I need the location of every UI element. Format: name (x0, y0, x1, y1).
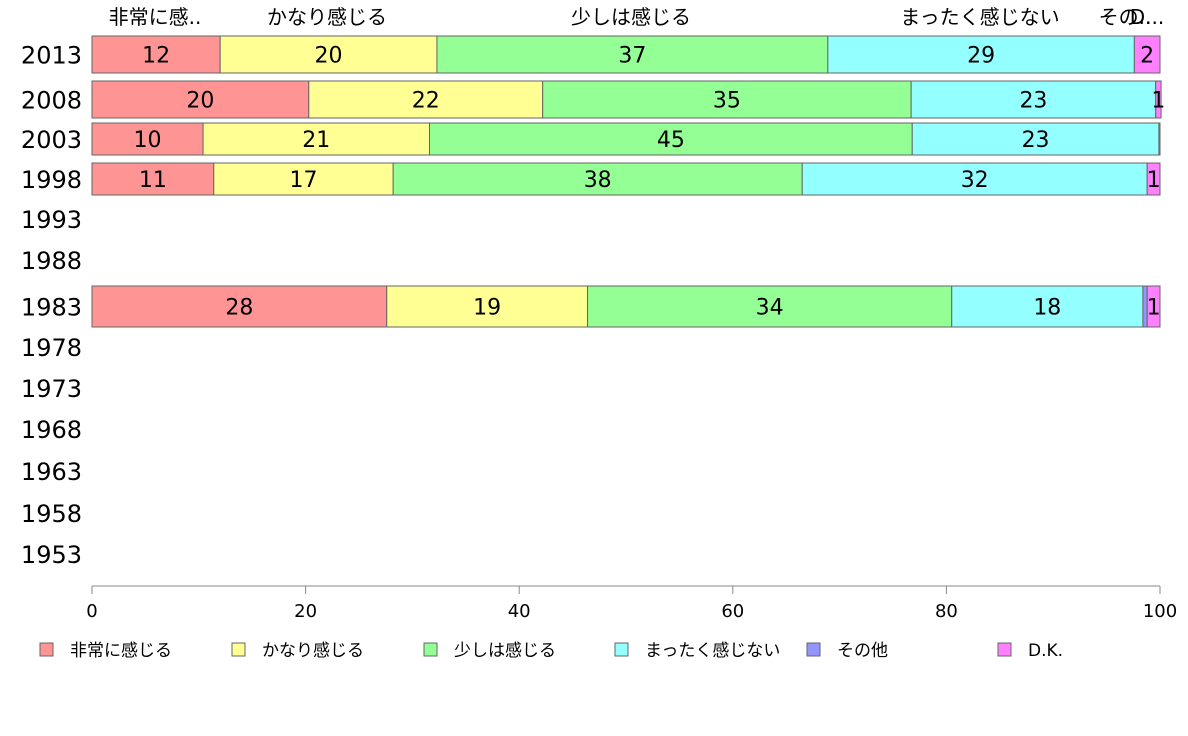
data-label: 37 (618, 44, 646, 69)
year-label: 1993 (21, 206, 82, 234)
legend-swatch (997, 642, 1012, 657)
bar-segment (219, 35, 438, 74)
x-tick-label: 80 (935, 601, 958, 622)
data-label: 21 (302, 128, 330, 153)
bar-segment (91, 80, 310, 119)
x-tick-label: 60 (721, 601, 744, 622)
data-label: 34 (756, 296, 784, 321)
year-label: 1963 (21, 458, 82, 486)
bar-segment (542, 80, 912, 119)
legend-label: D.K. (1028, 641, 1063, 661)
data-label: 20 (186, 89, 214, 114)
data-label: 20 (315, 44, 343, 69)
x-tick-label: 20 (294, 601, 317, 622)
year-label: 1973 (21, 375, 82, 403)
data-label: 1 (1147, 296, 1161, 321)
data-label: 22 (412, 89, 440, 114)
data-label: 32 (961, 168, 989, 193)
bar-segment (1146, 162, 1161, 196)
bar-segment (91, 162, 215, 196)
legend-swatch (231, 642, 246, 657)
year-label: 1978 (21, 334, 82, 362)
header-label: 少しは感じる (571, 5, 691, 29)
data-label: 28 (225, 296, 253, 321)
year-label: 2008 (21, 87, 82, 115)
data-label: 45 (657, 128, 685, 153)
legend-label: まったく感じない (645, 641, 780, 661)
bar-segment (428, 122, 913, 156)
year-label: 1958 (21, 500, 82, 528)
legend-swatch (39, 642, 54, 657)
year-label: 1998 (21, 166, 82, 194)
bar-segment (386, 285, 589, 328)
header-label: まったく感じない (900, 5, 1059, 29)
data-label: 38 (584, 168, 612, 193)
x-tick-label: 40 (508, 601, 531, 622)
data-label: 1 (1151, 89, 1165, 114)
data-label: 23 (1022, 128, 1050, 153)
bar-segment (801, 162, 1148, 196)
bar-area: 12 20 37 29 2 20 22 35 23 1 10 21 45 23 11 17 38 32 1 28 19 3… (91, 35, 1165, 328)
legend-label: その他 (837, 641, 888, 661)
year-label: 1983 (21, 294, 82, 322)
legend-label: 少しは感じる (454, 641, 556, 661)
legend: 非常に感じる かなり感じる 少しは感じる まったく感じない その他 D.K. (39, 641, 1063, 661)
bar-segment (436, 35, 829, 74)
bar-segment (1133, 35, 1161, 74)
bar-segment (910, 80, 1157, 119)
bar-segment (827, 35, 1135, 74)
bar-segment (202, 122, 430, 156)
data-label: 12 (142, 44, 170, 69)
bar-segment (91, 35, 221, 74)
data-label: 17 (289, 168, 317, 193)
data-label: 19 (473, 296, 501, 321)
data-label: 2 (1140, 44, 1154, 69)
year-label: 1988 (21, 247, 82, 275)
bar-segment (1146, 285, 1161, 328)
year-label: 2003 (21, 126, 82, 154)
header-label: かなり感じる (267, 5, 387, 29)
year-label: 1953 (21, 541, 82, 569)
series-header-labels: 非常に感.. かなり感じる 少しは感じる まったく感じない その..D... (109, 5, 1165, 29)
data-label: 1 (1147, 168, 1161, 193)
bar-segment (308, 80, 544, 119)
x-tick-label: 0 (86, 601, 97, 622)
x-axis: 0 20 40 60 80 100 (86, 585, 1177, 622)
data-label: 18 (1033, 296, 1061, 321)
header-label: 非常に感.. (109, 5, 202, 29)
header-label: その.. (1099, 5, 1152, 29)
x-tick-label: 100 (1143, 601, 1177, 622)
bar-segment (1155, 80, 1162, 119)
bar-segment (91, 285, 388, 328)
legend-swatch (423, 642, 438, 657)
data-label: 10 (134, 128, 162, 153)
data-label: 29 (967, 44, 995, 69)
data-label: 11 (139, 168, 167, 193)
legend-swatch (614, 642, 629, 657)
bar-segment (1158, 122, 1161, 156)
legend-label: かなり感じる (262, 641, 364, 661)
bar-segment (392, 162, 803, 196)
data-label: 35 (713, 89, 741, 114)
legend-label: 非常に感じる (70, 641, 172, 661)
legend-swatch (806, 642, 821, 657)
bar-segment (951, 285, 1144, 328)
year-axis-labels: 2013 2008 2003 1998 1993 1988 1983 1978 1973 1968… (21, 42, 82, 570)
bar-segment (91, 122, 204, 156)
data-label: 23 (1019, 89, 1047, 114)
year-label: 1968 (21, 416, 82, 444)
year-label: 2013 (21, 42, 82, 70)
header-label: D... (1130, 5, 1164, 29)
